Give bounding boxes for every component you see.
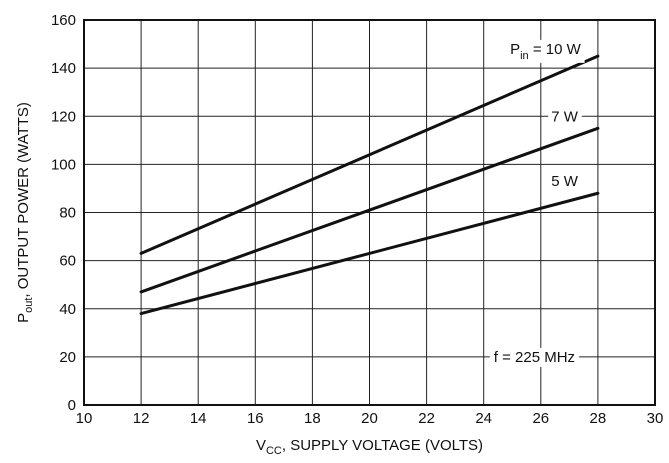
series-line xyxy=(139,126,600,294)
series-label-bg xyxy=(548,172,582,192)
series-line xyxy=(139,54,600,255)
x-tick-label: 28 xyxy=(590,410,607,427)
series-line xyxy=(139,191,600,316)
y-tick-label: 160 xyxy=(51,12,76,29)
y-tick-label: 140 xyxy=(51,60,76,77)
x-tick-labels: 10 12 14 16 18 20 22 24 26 28 30 xyxy=(76,410,664,427)
y-tick-label: 0 xyxy=(68,397,76,414)
series-label: 7 W xyxy=(551,108,579,125)
x-tick-label: 18 xyxy=(304,410,321,427)
y-tick-label: 20 xyxy=(59,349,76,366)
x-tick-label: 12 xyxy=(133,410,150,427)
y-tick-label: 60 xyxy=(59,253,76,270)
y-tick-label: 40 xyxy=(59,301,76,318)
series-label: Pin = 10 W xyxy=(510,41,582,62)
x-axis-label: VCC, SUPPLY VOLTAGE (VOLTS) xyxy=(256,437,483,457)
frequency-annotation: f = 225 MHz xyxy=(489,347,580,367)
grid xyxy=(83,19,656,406)
plot-frame xyxy=(83,19,656,406)
series-lines xyxy=(139,54,600,316)
y-tick-label: 80 xyxy=(59,205,76,222)
series-label: 5 W xyxy=(551,173,579,190)
y-tick-label: 100 xyxy=(51,156,76,173)
y-tick-label: 120 xyxy=(51,108,76,125)
x-tick-label: 26 xyxy=(532,410,549,427)
series-label-bg xyxy=(548,107,582,127)
frequency-annotation-text: f = 225 MHz xyxy=(494,349,575,366)
x-tick-label: 14 xyxy=(190,410,207,427)
x-tick-label: 10 xyxy=(76,410,93,427)
series-labels: Pin = 10 W 7 W 5 W xyxy=(507,39,585,192)
y-tick-labels: 0 20 40 60 80 100 120 140 160 xyxy=(51,12,76,414)
y-axis-label: Pout, OUTPUT POWER (WATTS) xyxy=(15,102,35,323)
x-tick-label: 30 xyxy=(647,410,664,427)
x-tick-label: 22 xyxy=(418,410,435,427)
x-tick-label: 16 xyxy=(247,410,264,427)
series-label-bg xyxy=(507,39,585,63)
x-tick-label: 20 xyxy=(361,410,378,427)
x-tick-label: 24 xyxy=(475,410,492,427)
